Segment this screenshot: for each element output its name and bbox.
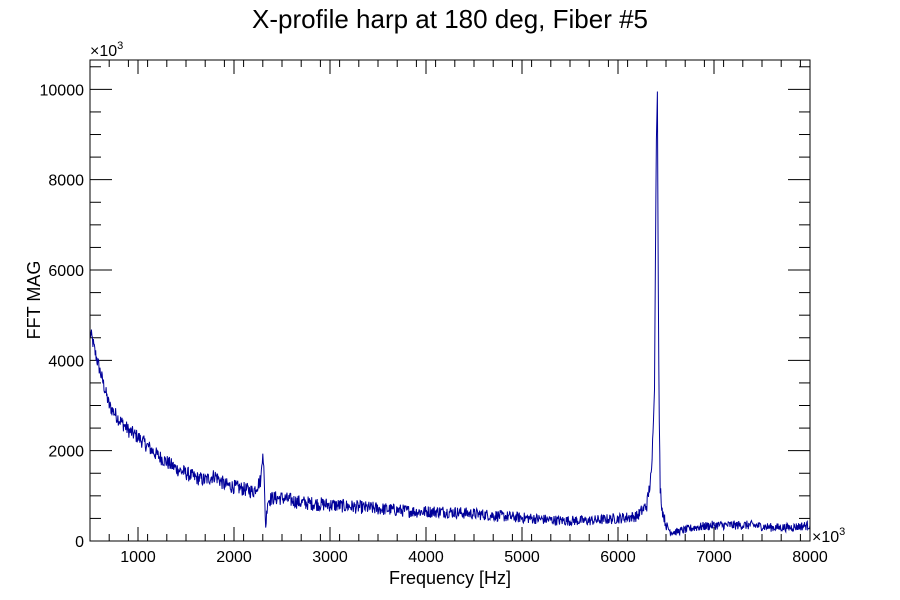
y-tick-label: 4000 [48, 353, 84, 370]
x-axis-label: Frequency [Hz] [389, 568, 511, 588]
fft-series-line [89, 91, 811, 537]
axis-ticks [89, 60, 811, 542]
x-axis-multiplier: ×103 [812, 526, 845, 546]
y-tick-label: 6000 [48, 263, 84, 280]
x-tick-label: 5000 [504, 549, 540, 566]
x-tick-label: 3000 [312, 549, 348, 566]
y-tick-label: 2000 [48, 444, 84, 461]
y-tick-label: 10000 [40, 82, 85, 99]
x-multiplier-exponent: 3 [839, 526, 845, 538]
y-axis-multiplier: ×103 [90, 40, 123, 60]
chart-title: X-profile harp at 180 deg, Fiber #5 [252, 4, 648, 34]
axis-tick-labels: 1000 2000 3000 4000 5000 6000 7000 8000 0 2000 400… [40, 82, 828, 566]
y-tick-label: 8000 [48, 173, 84, 190]
plot-frame [89, 59, 811, 542]
x-tick-label: 8000 [792, 549, 828, 566]
x-tick-label: 2000 [216, 549, 252, 566]
x-multiplier-base: ×10 [812, 529, 839, 546]
plot-series [89, 91, 811, 537]
y-multiplier-exponent: 3 [117, 40, 123, 52]
x-tick-label: 6000 [600, 549, 636, 566]
x-tick-label: 4000 [408, 549, 444, 566]
svg-text:×103: ×103 [812, 526, 845, 546]
y-axis-label: FFT MAG [24, 261, 44, 340]
svg-text:×103: ×103 [90, 40, 123, 60]
x-tick-label: 1000 [120, 549, 156, 566]
y-tick-label: 0 [75, 534, 84, 551]
x-tick-label: 7000 [696, 549, 732, 566]
y-multiplier-base: ×10 [90, 43, 117, 60]
